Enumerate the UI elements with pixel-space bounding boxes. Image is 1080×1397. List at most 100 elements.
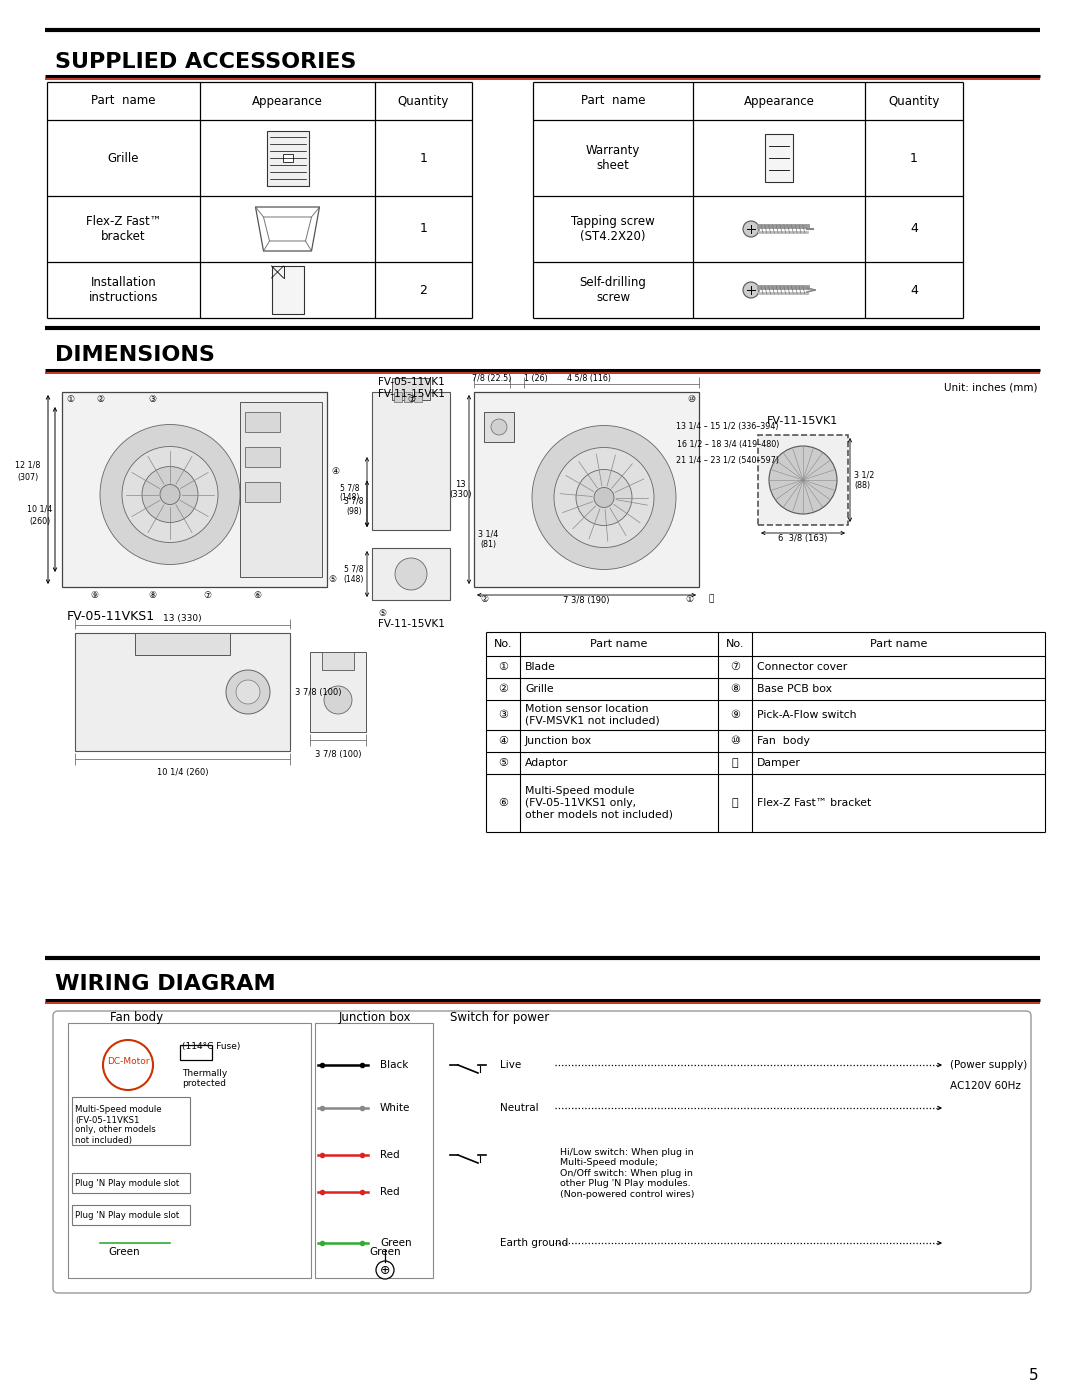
Text: FV-05-11VKS1: FV-05-11VKS1 xyxy=(67,610,156,623)
Text: ②: ② xyxy=(96,395,104,405)
Text: ①: ① xyxy=(685,595,693,604)
Bar xyxy=(245,447,280,467)
Text: Grille: Grille xyxy=(525,685,554,694)
Bar xyxy=(414,393,422,402)
Text: Part  name: Part name xyxy=(581,95,645,108)
Text: Hi/Low switch: When plug in
Multi-Speed module;
On/Off switch: When plug in
othe: Hi/Low switch: When plug in Multi-Speed … xyxy=(561,1148,694,1199)
Text: ⑧: ⑧ xyxy=(730,685,740,694)
Text: 5: 5 xyxy=(1028,1368,1038,1383)
Bar xyxy=(315,1023,433,1278)
Text: Red: Red xyxy=(380,1150,400,1160)
Circle shape xyxy=(237,680,260,704)
Text: 13 (330): 13 (330) xyxy=(163,615,202,623)
Circle shape xyxy=(160,485,180,504)
Text: Self-drilling
screw: Self-drilling screw xyxy=(580,277,647,305)
Text: Multi-Speed module
(FV-05-11VKS1 only,
other models not included): Multi-Speed module (FV-05-11VKS1 only, o… xyxy=(525,787,673,820)
Text: Connector cover: Connector cover xyxy=(757,662,847,672)
Text: not included): not included) xyxy=(75,1136,132,1144)
Circle shape xyxy=(594,488,615,507)
Circle shape xyxy=(395,557,427,590)
Text: 4 5/8 (116): 4 5/8 (116) xyxy=(567,373,611,383)
Text: ⑧: ⑧ xyxy=(148,591,157,599)
Text: ⑩: ⑩ xyxy=(687,395,696,405)
Text: Adaptor: Adaptor xyxy=(525,759,568,768)
Text: Red: Red xyxy=(380,1187,400,1197)
Text: WIRING DIAGRAM: WIRING DIAGRAM xyxy=(55,974,275,995)
Text: No.: No. xyxy=(726,638,744,650)
Text: FV-05-11VK1: FV-05-11VK1 xyxy=(378,377,444,387)
Text: ③: ③ xyxy=(498,710,508,719)
Text: Tapping screw
(ST4.2X20): Tapping screw (ST4.2X20) xyxy=(571,215,654,243)
Bar xyxy=(283,154,293,162)
Text: 5 7/8
(148): 5 7/8 (148) xyxy=(343,564,364,584)
Text: ⑤: ⑤ xyxy=(328,574,336,584)
Bar xyxy=(267,130,309,186)
Text: Neutral: Neutral xyxy=(500,1104,539,1113)
Text: Junction box: Junction box xyxy=(525,736,592,746)
Text: Green: Green xyxy=(380,1238,411,1248)
Text: 1 (26): 1 (26) xyxy=(524,373,548,383)
Text: Switch for power: Switch for power xyxy=(450,1011,550,1024)
Circle shape xyxy=(103,1039,153,1090)
Text: Plug 'N Play module slot: Plug 'N Play module slot xyxy=(75,1210,179,1220)
Bar xyxy=(271,265,303,314)
Text: ⑦: ⑦ xyxy=(203,591,211,599)
Text: Flex-Z Fast™ bracket: Flex-Z Fast™ bracket xyxy=(757,798,872,807)
Text: Grille: Grille xyxy=(108,151,139,165)
Text: DIMENSIONS: DIMENSIONS xyxy=(55,345,215,365)
Circle shape xyxy=(576,469,632,525)
Text: 16 1/2 – 18 3/4 (419–480): 16 1/2 – 18 3/4 (419–480) xyxy=(677,440,779,448)
Text: Appearance: Appearance xyxy=(252,95,323,108)
Text: ⑤: ⑤ xyxy=(378,609,386,619)
Bar xyxy=(372,393,450,529)
Text: 4: 4 xyxy=(910,222,918,236)
Text: Pick-A-Flow switch: Pick-A-Flow switch xyxy=(757,710,856,719)
Bar xyxy=(75,633,291,752)
Text: ⑥: ⑥ xyxy=(498,798,508,807)
Bar xyxy=(245,482,280,502)
Text: Blade: Blade xyxy=(525,662,556,672)
Text: Multi-Speed module: Multi-Speed module xyxy=(75,1105,162,1115)
Text: ③: ③ xyxy=(148,395,157,405)
Bar xyxy=(62,393,327,587)
Text: 13
(330): 13 (330) xyxy=(449,479,471,499)
Text: Unit: inches (mm): Unit: inches (mm) xyxy=(945,381,1038,393)
Text: 10 1/4 (260): 10 1/4 (260) xyxy=(157,768,208,778)
Bar xyxy=(310,652,366,732)
Text: Warranty
sheet: Warranty sheet xyxy=(585,144,640,172)
Text: (Power supply): (Power supply) xyxy=(950,1060,1027,1070)
Text: 7/8 (22.5): 7/8 (22.5) xyxy=(472,373,512,383)
Text: 12 1/8: 12 1/8 xyxy=(15,460,41,469)
Circle shape xyxy=(100,425,240,564)
Text: Thermally: Thermally xyxy=(183,1069,227,1077)
Text: White: White xyxy=(380,1104,410,1113)
Text: 3 7/8 (100): 3 7/8 (100) xyxy=(295,687,341,697)
Bar xyxy=(240,402,322,577)
FancyBboxPatch shape xyxy=(53,1011,1031,1294)
Text: ⑨: ⑨ xyxy=(730,710,740,719)
Text: 4: 4 xyxy=(910,284,918,296)
Text: Installation
instructions: Installation instructions xyxy=(89,277,159,305)
Text: ⑤: ⑤ xyxy=(498,759,508,768)
Text: ⑫: ⑫ xyxy=(731,798,739,807)
Circle shape xyxy=(376,1261,394,1280)
Text: only, other models: only, other models xyxy=(75,1126,156,1134)
Text: Quantity: Quantity xyxy=(889,95,940,108)
Text: No.: No. xyxy=(494,638,512,650)
Text: Live: Live xyxy=(500,1060,522,1070)
Text: 2: 2 xyxy=(419,284,428,296)
Text: ⑥: ⑥ xyxy=(253,591,261,599)
Circle shape xyxy=(743,282,759,298)
Bar xyxy=(68,1023,311,1278)
Text: Part  name: Part name xyxy=(91,95,156,108)
Text: 1: 1 xyxy=(419,151,428,165)
Text: ④: ④ xyxy=(498,736,508,746)
Text: ②: ② xyxy=(480,595,488,604)
Text: (FV-05-11VKS1: (FV-05-11VKS1 xyxy=(75,1115,139,1125)
Text: ④: ④ xyxy=(330,468,339,476)
Bar xyxy=(372,548,450,599)
Text: ⑦: ⑦ xyxy=(407,395,415,405)
Text: ⑩: ⑩ xyxy=(730,736,740,746)
Text: ②: ② xyxy=(498,685,508,694)
Bar xyxy=(765,134,793,182)
